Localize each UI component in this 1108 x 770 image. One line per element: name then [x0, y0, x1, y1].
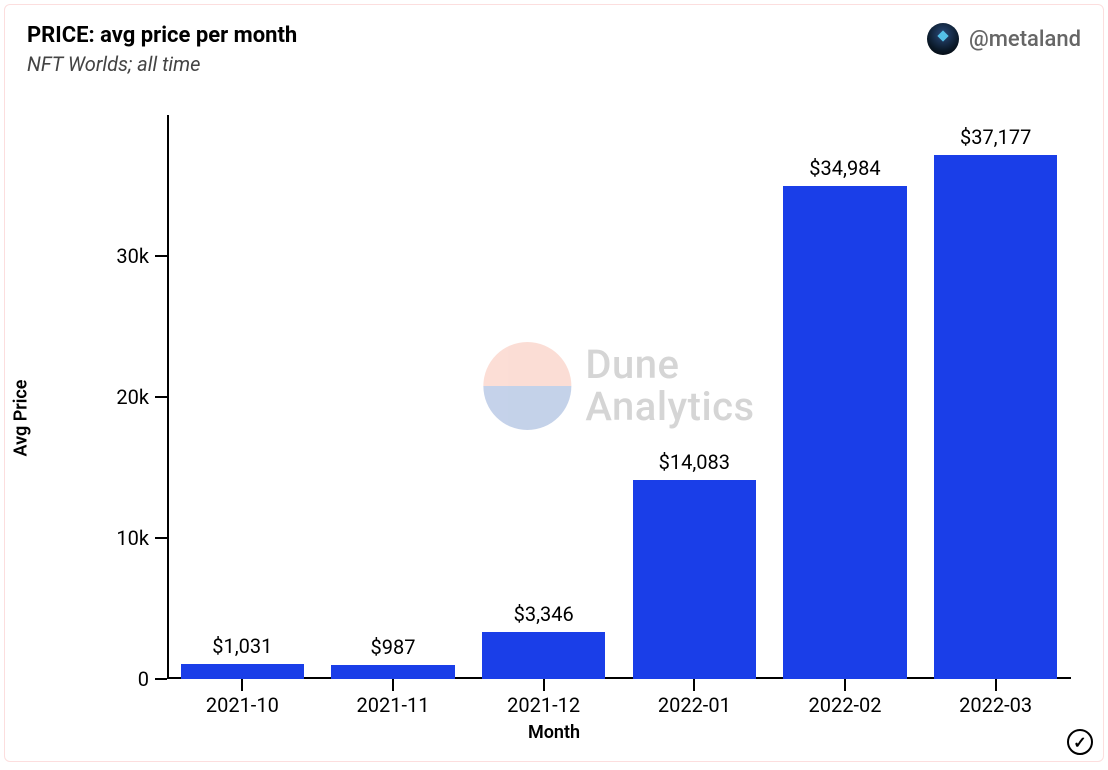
x-tick — [844, 679, 846, 691]
x-tick — [693, 679, 695, 691]
bar[interactable]: $3,346 — [482, 632, 606, 679]
x-tick-label: 2021-10 — [206, 693, 279, 717]
x-tick — [392, 679, 394, 691]
y-tick — [155, 537, 167, 539]
bar[interactable]: $37,177 — [934, 155, 1058, 679]
y-tick-label: 0 — [138, 667, 149, 691]
y-axis-label: Avg Price — [11, 380, 32, 457]
dune-watermark: Dune Analytics — [483, 342, 754, 430]
bar[interactable]: $987 — [331, 665, 455, 679]
y-tick-label: 10k — [116, 526, 149, 550]
chart-zone: Avg Price Month Dune Analytics 010k20k30… — [27, 95, 1081, 741]
watermark-line2: Analytics — [585, 386, 754, 428]
x-tick-label: 2022-01 — [658, 693, 731, 717]
avatar-icon — [927, 23, 959, 55]
bar-value-label: $37,177 — [960, 125, 1031, 149]
x-tick-label: 2021-12 — [507, 693, 580, 717]
x-tick-label: 2022-03 — [959, 693, 1032, 717]
bar-value-label: $987 — [371, 635, 416, 659]
x-tick-label: 2022-02 — [809, 693, 882, 717]
y-axis-line — [167, 115, 169, 679]
chart-title: PRICE: avg price per month — [27, 23, 297, 48]
x-tick — [543, 679, 545, 691]
chart-subtitle: NFT Worlds; all time — [27, 52, 297, 76]
bar[interactable]: $34,984 — [783, 186, 907, 679]
watermark-text: Dune Analytics — [585, 344, 754, 428]
bar[interactable]: $1,031 — [181, 664, 305, 679]
bar-value-label: $14,083 — [659, 450, 730, 474]
card-header: PRICE: avg price per month NFT Worlds; a… — [27, 23, 1081, 76]
plot-area: Dune Analytics 010k20k30k2021-10$1,03120… — [167, 115, 1071, 679]
y-tick-label: 30k — [116, 244, 149, 268]
title-block: PRICE: avg price per month NFT Worlds; a… — [27, 23, 297, 76]
y-tick — [155, 255, 167, 257]
verified-badge-icon[interactable]: ✓ — [1067, 729, 1093, 755]
x-tick — [241, 679, 243, 691]
y-tick — [155, 678, 167, 680]
x-axis-label: Month — [528, 722, 580, 743]
watermark-logo-icon — [483, 342, 571, 430]
bar-value-label: $3,346 — [514, 602, 574, 626]
watermark-line1: Dune — [585, 344, 754, 386]
chart-card: PRICE: avg price per month NFT Worlds; a… — [4, 4, 1104, 762]
y-tick-label: 20k — [116, 385, 149, 409]
x-tick — [995, 679, 997, 691]
author-block[interactable]: @metaland — [927, 23, 1081, 55]
author-handle: @metaland — [969, 27, 1081, 52]
x-tick-label: 2021-11 — [357, 693, 430, 717]
checkmark-glyph: ✓ — [1073, 733, 1086, 752]
bar-value-label: $1,031 — [212, 634, 272, 658]
bar-value-label: $34,984 — [809, 156, 880, 180]
bar[interactable]: $14,083 — [633, 480, 757, 679]
y-tick — [155, 396, 167, 398]
